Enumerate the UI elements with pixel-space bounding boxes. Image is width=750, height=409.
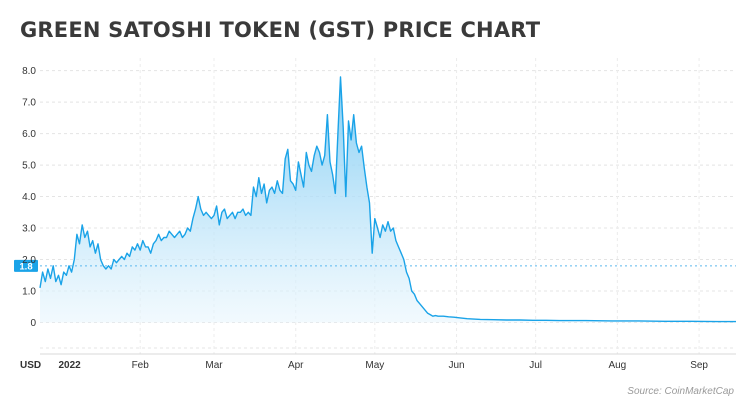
marker-layer: 1.8 [14, 259, 736, 272]
x-tick-label: 2022 [58, 360, 81, 371]
chart-title: GREEN SATOSHI TOKEN (GST) PRICE CHART [20, 18, 541, 42]
y-tick-label: 5.0 [22, 161, 36, 172]
y-tick-label: 8.0 [22, 66, 36, 77]
area-layer [39, 76, 736, 323]
y-tick-label: 7.0 [22, 98, 36, 109]
y-tick-label: 2.0 [22, 255, 36, 266]
y-tick-label: 0 [30, 318, 36, 329]
price-area [40, 76, 736, 323]
current-price-label: 1.8 [19, 261, 32, 272]
x-tick-label: Jul [529, 360, 542, 371]
x-tick-label: Sep [690, 360, 708, 371]
x-tick-label: Apr [288, 360, 304, 371]
x-tick-label: May [365, 360, 384, 371]
current-price-badge [14, 259, 38, 272]
x-tick-label: Jun [448, 360, 464, 371]
y-tick-label: 4.0 [22, 192, 36, 203]
x-tick-label: Feb [132, 360, 150, 371]
y-tick-label: 6.0 [22, 129, 36, 140]
y-tick-label: 1.0 [22, 287, 36, 298]
x-tick-label: Aug [608, 360, 626, 371]
price-line [39, 76, 736, 323]
axis-layer: 0 1.0 2.0 3.0 4.0 5.0 6.0 7.0 8.0 2022 Feb Mar Apr Ma… [20, 66, 736, 371]
currency-label: USD [20, 360, 41, 371]
x-tick-label: Mar [205, 360, 223, 371]
y-tick-label: 3.0 [22, 224, 36, 235]
source-note: Source: CoinMarketCap [627, 386, 734, 397]
